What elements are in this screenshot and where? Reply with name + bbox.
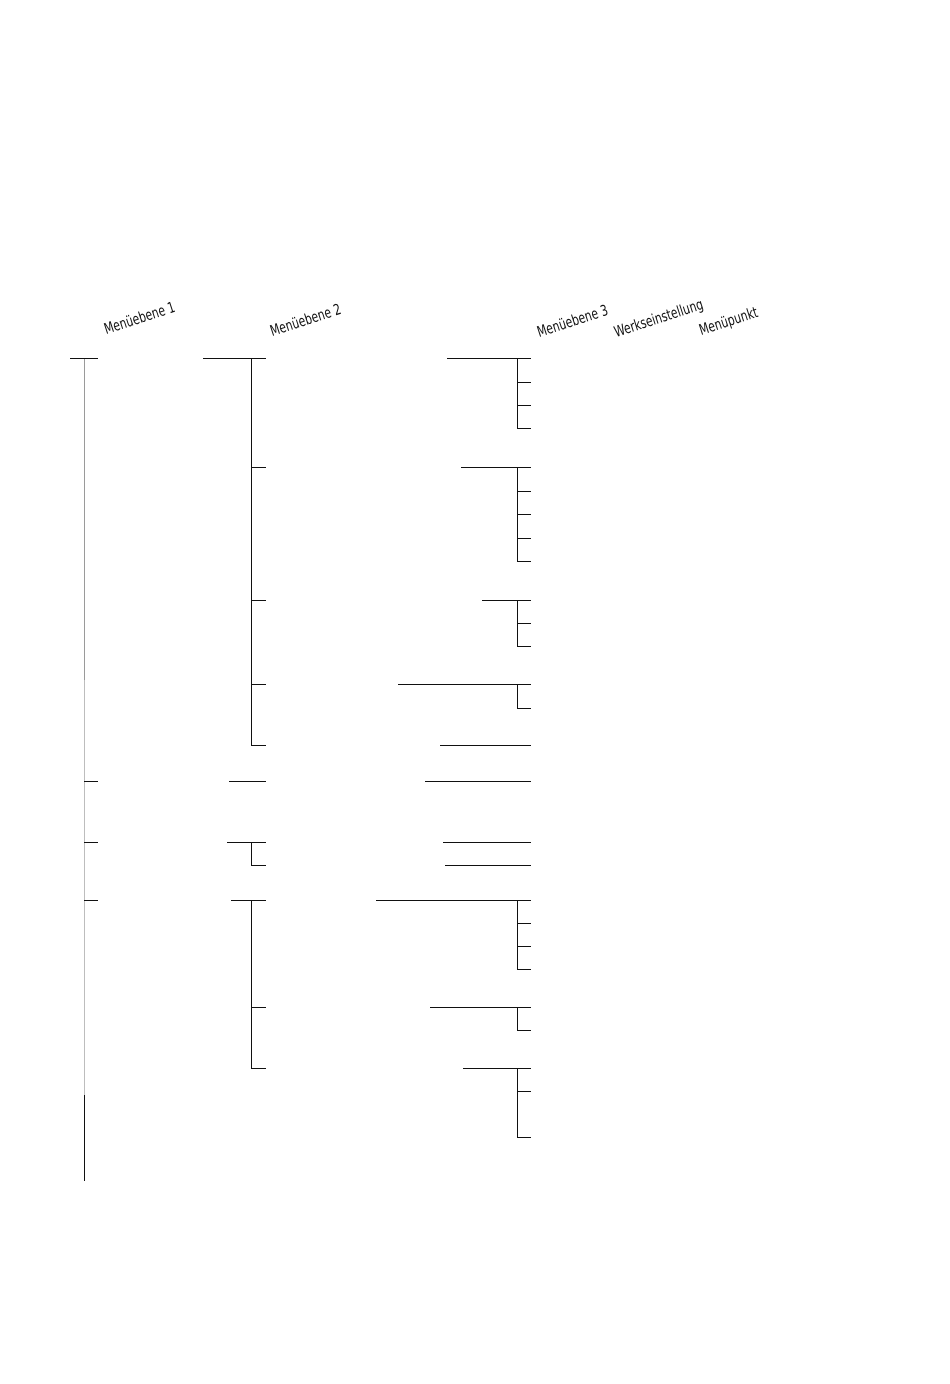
- menu-tree-diagram: [70, 358, 531, 1181]
